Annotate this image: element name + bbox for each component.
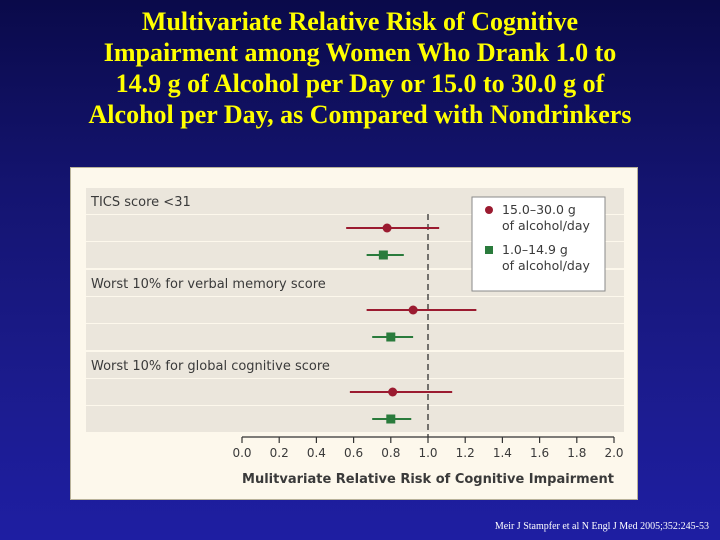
- group-label: Worst 10% for verbal memory score: [91, 277, 326, 292]
- legend-label: of alcohol/day: [502, 218, 591, 233]
- x-axis-label: Mulitvariate Relative Risk of Cognitive …: [242, 472, 614, 487]
- x-tick-label: 1.6: [530, 446, 549, 460]
- forest-plot: TICS score <31 Worst 10% for verbal memor…: [86, 188, 624, 487]
- x-tick-label: 1.0: [418, 446, 437, 460]
- citation: Meir J Stampfer et al N Engl J Med 2005;…: [494, 521, 709, 532]
- estimate-band: [86, 297, 624, 323]
- slide-title: Multivariate Relative Risk of Cognitive …: [10, 6, 710, 130]
- x-tick-label: 0.4: [307, 446, 326, 460]
- point-estimate-high: [382, 223, 392, 233]
- title-line: Alcohol per Day, as Compared with Nondri…: [88, 100, 632, 129]
- x-tick-label: 1.4: [493, 446, 512, 460]
- legend-marker-high: [485, 206, 493, 214]
- legend-label: 1.0–14.9 g: [502, 242, 568, 257]
- label-band: [86, 352, 624, 378]
- x-tick-label: 1.8: [567, 446, 586, 460]
- point-estimate-high: [408, 305, 418, 315]
- group-label: TICS score <31: [90, 195, 191, 210]
- legend-label: 15.0–30.0 g: [502, 202, 576, 217]
- x-tick-label: 0.2: [270, 446, 289, 460]
- legend-box: [471, 196, 606, 292]
- estimate-band: [86, 324, 624, 350]
- title-line: Multivariate Relative Risk of Cognitive: [141, 7, 579, 36]
- title-line: Impairment among Women Who Drank 1.0 to: [103, 38, 617, 67]
- point-estimate-low: [386, 414, 396, 424]
- x-tick-label: 1.2: [456, 446, 475, 460]
- forest-plot-panel: TICS score <31 Worst 10% for verbal memor…: [70, 167, 638, 500]
- point-estimate-high: [388, 387, 398, 397]
- estimate-band: [86, 406, 624, 432]
- point-estimate-low: [378, 250, 388, 260]
- x-tick-label: 0.8: [381, 446, 400, 460]
- legend-label: of alcohol/day: [502, 258, 591, 273]
- group-label: Worst 10% for global cognitive score: [91, 359, 330, 374]
- point-estimate-low: [386, 332, 396, 342]
- x-tick-label: 0.6: [344, 446, 363, 460]
- x-tick-label: 2.0: [604, 446, 623, 460]
- title-line: 14.9 g of Alcohol per Day or 15.0 to 30.…: [115, 69, 605, 98]
- legend-marker-low: [485, 246, 493, 254]
- x-tick-label: 0.0: [232, 446, 251, 460]
